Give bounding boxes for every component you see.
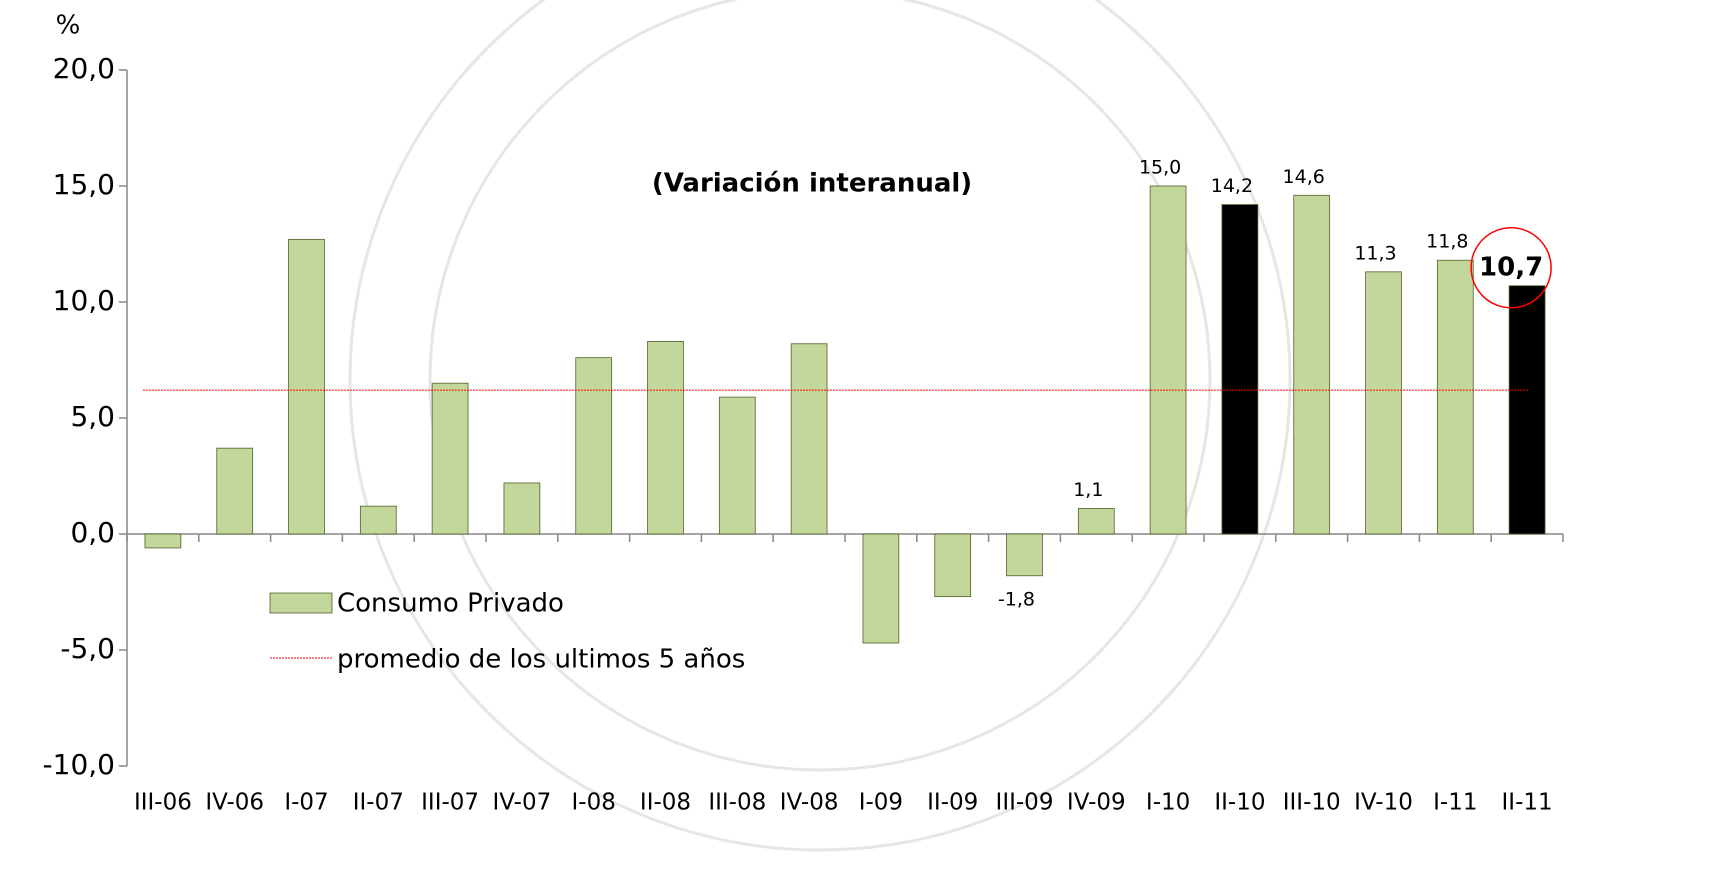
bar (504, 483, 540, 534)
x-tick-label: IV-09 (1067, 790, 1126, 816)
y-tick-label: 5,0 (70, 400, 115, 433)
bar (289, 239, 325, 534)
y-tick-label: 10,0 (53, 284, 115, 317)
x-tick-label: I-11 (1433, 790, 1477, 816)
x-tick-label: III-10 (1283, 790, 1341, 816)
value-label: 14,6 (1283, 166, 1325, 188)
bar (1078, 508, 1114, 534)
y-tick-label: 0,0 (70, 516, 115, 549)
x-tick-label: II-11 (1502, 790, 1553, 816)
x-tick-label: IV-08 (780, 790, 839, 816)
bar (360, 506, 396, 534)
bar (1437, 260, 1473, 534)
x-tick-label: I-08 (572, 790, 616, 816)
chart: % (Variación interanual) -10,0 -5,0 0,0 5,0… (0, 0, 1723, 896)
legend-label: Consumo Privado (337, 589, 564, 619)
bar (863, 534, 899, 643)
y-tick-label: 20,0 (53, 52, 115, 85)
bar (1150, 186, 1186, 534)
bar (791, 344, 827, 534)
x-tick-label: IV-07 (493, 790, 552, 816)
bar (648, 341, 684, 534)
x-tick-label: IV-06 (205, 790, 264, 816)
value-label: 1,1 (1073, 479, 1103, 501)
x-tick-label: I-10 (1146, 790, 1190, 816)
bar (432, 383, 468, 534)
bar (1366, 272, 1402, 534)
value-label: 14,2 (1211, 175, 1253, 197)
bar (145, 534, 181, 548)
x-tick-label: II-10 (1214, 790, 1265, 816)
legend-label: promedio de los ultimos 5 años (337, 645, 745, 675)
x-tick-label: II-07 (353, 790, 404, 816)
y-tick-label: 15,0 (53, 168, 115, 201)
y-axis-label: % (56, 11, 81, 41)
bar (1222, 205, 1258, 534)
bar (1007, 534, 1043, 576)
x-tick-label: III-09 (996, 790, 1054, 816)
bar (719, 397, 755, 534)
x-tick-label: III-06 (134, 790, 192, 816)
value-label: 15,0 (1139, 157, 1181, 179)
y-tick-label: -5,0 (60, 632, 115, 665)
bar (217, 448, 253, 534)
y-tick-label: -10,0 (43, 748, 115, 781)
value-label: 11,3 (1354, 242, 1396, 264)
bar (935, 534, 971, 597)
x-tick-label: III-08 (708, 790, 766, 816)
bar (1509, 286, 1545, 534)
value-label: 11,8 (1426, 231, 1468, 253)
value-label: 10,7 (1479, 252, 1543, 282)
value-label: -1,8 (998, 588, 1035, 610)
bar (576, 358, 612, 534)
x-tick-label: III-07 (421, 790, 479, 816)
x-tick-label: I-09 (859, 790, 903, 816)
x-tick-label: IV-10 (1354, 790, 1413, 816)
x-tick-label: II-08 (640, 790, 691, 816)
x-tick-label: II-09 (927, 790, 978, 816)
bar (1294, 195, 1330, 534)
chart-title: (Variación interanual) (652, 169, 972, 199)
legend-swatch (270, 593, 332, 613)
x-tick-label: I-07 (284, 790, 328, 816)
